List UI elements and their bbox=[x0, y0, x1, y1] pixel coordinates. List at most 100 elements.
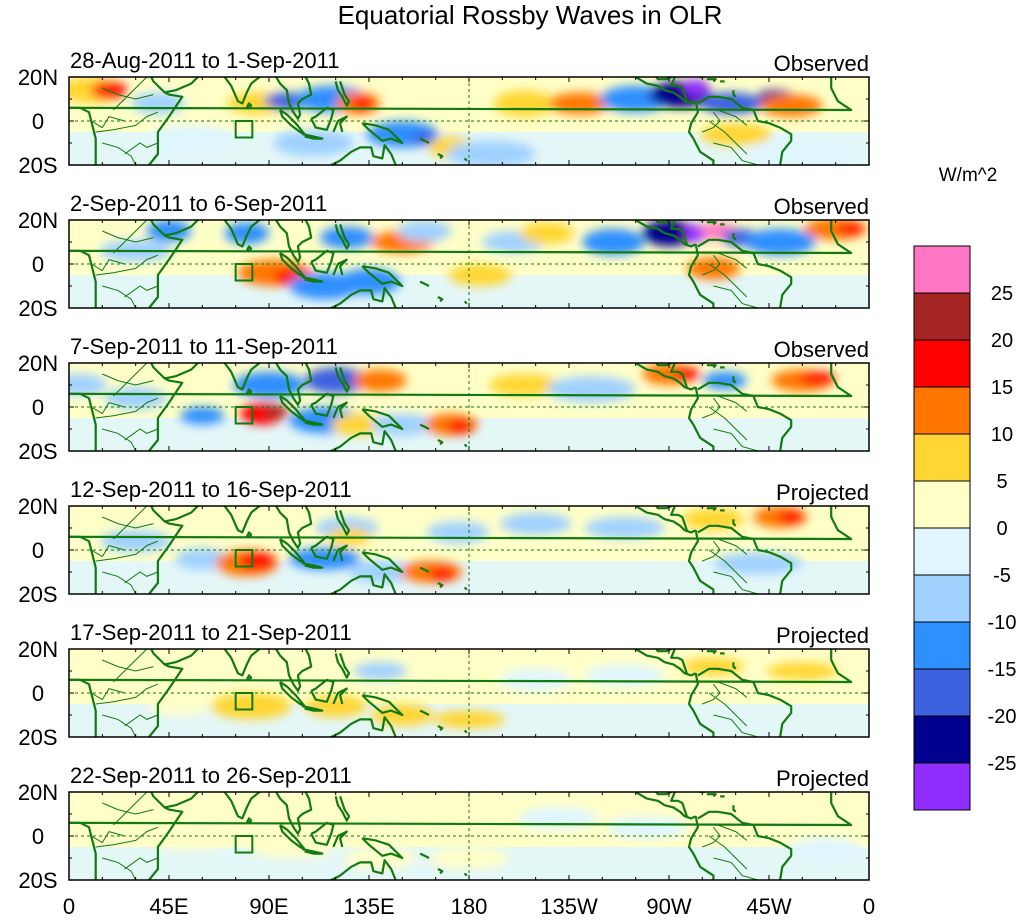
panel-status: Projected bbox=[776, 623, 869, 648]
coastline bbox=[328, 144, 397, 165]
country-border bbox=[102, 516, 154, 529]
x-tick-label: 135E bbox=[343, 894, 394, 919]
country-border bbox=[702, 111, 721, 133]
coastline bbox=[634, 506, 697, 534]
anomaly-region bbox=[446, 140, 536, 165]
anomaly-region bbox=[686, 257, 741, 280]
coastline bbox=[437, 868, 444, 875]
coastline bbox=[687, 815, 715, 880]
country-border bbox=[708, 263, 748, 298]
colorbar-label: -5 bbox=[993, 565, 1011, 587]
reference-box bbox=[234, 120, 254, 139]
coastline bbox=[328, 430, 397, 451]
country-border bbox=[702, 826, 721, 848]
coastline bbox=[164, 649, 200, 666]
map-overlay bbox=[69, 363, 853, 451]
reference-box bbox=[234, 692, 254, 711]
anomaly-region bbox=[744, 228, 816, 256]
coastline bbox=[332, 401, 348, 419]
coastline bbox=[655, 649, 688, 674]
country-border bbox=[102, 142, 137, 165]
coastline bbox=[437, 439, 444, 446]
colorbar-swatch bbox=[913, 480, 971, 529]
coastline bbox=[634, 77, 697, 105]
panel-period: 12-Sep-2011 to 16-Sep-2011 bbox=[70, 477, 352, 502]
coastline bbox=[463, 300, 468, 305]
country-border bbox=[702, 540, 721, 562]
anomaly-region bbox=[777, 510, 805, 524]
x-tick-label: 45W bbox=[746, 894, 791, 919]
anomaly-region bbox=[449, 264, 512, 286]
anomaly-region bbox=[397, 220, 452, 242]
panel-period: 17-Sep-2011 to 21-Sep-2011 bbox=[70, 620, 352, 645]
anomaly-region bbox=[240, 552, 276, 570]
coastline bbox=[463, 586, 468, 591]
panels: 20N 0 20S 28-Aug-2011 to 1-Sep-2011 Observed… bbox=[18, 48, 870, 893]
coastline bbox=[732, 376, 737, 384]
anomaly-region bbox=[760, 94, 823, 117]
y-tick-label: 0 bbox=[32, 681, 44, 706]
country-border bbox=[102, 659, 154, 672]
country-border bbox=[95, 540, 159, 562]
map-overlay bbox=[69, 792, 853, 880]
coastline bbox=[732, 805, 737, 813]
country-border bbox=[717, 109, 748, 126]
panel-1: 20N 0 20S 28-Aug-2011 to 1-Sep-2011 Observed bbox=[18, 48, 870, 178]
coastline bbox=[332, 830, 348, 848]
panel-5: 20N 0 20S 17-Sep-2011 to 21-Sep-2011 Project… bbox=[18, 620, 870, 750]
anomaly-region bbox=[682, 79, 709, 97]
colorbar: 25 20 15 10 5 0 -5 -10 -15 -20 -25 bbox=[913, 245, 1017, 811]
coastline bbox=[655, 220, 688, 245]
country-border bbox=[713, 571, 759, 594]
panel-status: Observed bbox=[774, 51, 869, 76]
anomaly-region bbox=[100, 530, 172, 553]
anomaly-region bbox=[546, 376, 636, 403]
y-tick-label: 0 bbox=[32, 538, 44, 563]
country-border bbox=[113, 77, 148, 111]
country-border bbox=[90, 402, 125, 415]
colorbar-label: 5 bbox=[996, 471, 1007, 493]
panel-status: Observed bbox=[774, 194, 869, 219]
y-tick-label: 0 bbox=[32, 824, 44, 849]
country-border bbox=[102, 230, 154, 243]
coastline bbox=[698, 220, 705, 222]
anomaly-region bbox=[520, 222, 574, 245]
coastline bbox=[732, 233, 737, 241]
coastline bbox=[698, 792, 705, 794]
coastline bbox=[698, 649, 705, 651]
anomaly-region bbox=[446, 420, 474, 434]
coastline bbox=[706, 650, 717, 655]
coastline bbox=[328, 716, 397, 737]
coastline bbox=[437, 296, 444, 303]
coastline bbox=[164, 506, 200, 523]
country-border bbox=[708, 406, 748, 441]
colorbar-label: -15 bbox=[988, 659, 1017, 681]
figure-title: Equatorial Rossby Waves in OLR bbox=[338, 0, 723, 30]
coastline bbox=[655, 77, 688, 102]
country-border bbox=[708, 549, 748, 584]
anomaly-region bbox=[146, 220, 192, 242]
x-tick-label: 0 bbox=[863, 894, 875, 919]
anomaly-region bbox=[673, 367, 701, 381]
coastline bbox=[69, 106, 97, 165]
coastline bbox=[634, 649, 697, 677]
panel-6: 20N 0 20S 22-Sep-2011 to 26-Sep-2011 Project… bbox=[18, 763, 870, 893]
anomaly-region bbox=[146, 125, 236, 152]
country-border bbox=[717, 395, 748, 412]
colorbar-swatch bbox=[913, 433, 971, 482]
anomaly-region bbox=[426, 521, 489, 544]
anomaly-region bbox=[582, 228, 645, 256]
panel-period: 22-Sep-2011 to 26-Sep-2011 bbox=[70, 763, 352, 788]
coastline bbox=[419, 137, 430, 144]
coastline bbox=[69, 392, 97, 451]
coastline bbox=[148, 649, 184, 737]
y-tick-label: 20N bbox=[18, 351, 58, 376]
coastline bbox=[302, 562, 324, 569]
x-tick-label: 90W bbox=[646, 894, 691, 919]
coastline bbox=[310, 821, 335, 846]
country-border bbox=[708, 120, 748, 155]
coastline bbox=[148, 363, 184, 451]
coastline bbox=[361, 837, 404, 860]
coastline bbox=[302, 419, 324, 426]
